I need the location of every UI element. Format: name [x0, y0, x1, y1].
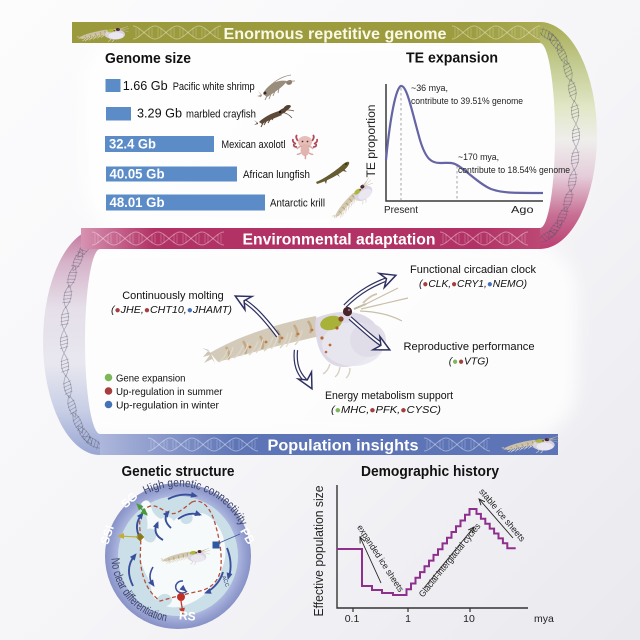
svg-text:Genetic structure: Genetic structure	[122, 463, 235, 480]
svg-text:ACC: ACC	[220, 575, 230, 588]
svg-text:Present: Present	[384, 204, 418, 216]
svg-text:Antarctic krill: Antarctic krill	[270, 198, 325, 210]
svg-text:Reproductive performance: Reproductive performance	[404, 341, 535, 353]
svg-text:(●JHE,●CHT10,●JHAMT): (●JHE,●CHT10,●JHAMT)	[111, 304, 232, 316]
svg-text:Up-regulation in summer: Up-regulation in summer	[116, 386, 223, 398]
svg-text:~36 mya,: ~36 mya,	[411, 83, 448, 94]
svg-text:Energy metabolism support: Energy metabolism support	[325, 390, 453, 402]
svg-text:Mexican axolotl: Mexican axolotl	[221, 139, 285, 151]
svg-text:mya: mya	[534, 613, 554, 625]
svg-text:African lungfish: African lungfish	[243, 169, 310, 181]
svg-text:Gene expansion: Gene expansion	[116, 373, 186, 385]
svg-text:1: 1	[405, 613, 411, 625]
svg-text:48.01 Gb: 48.01 Gb	[110, 195, 165, 210]
svg-text:(●CLK,●CRY1,●NEMO): (●CLK,●CRY1,●NEMO)	[419, 278, 527, 290]
svg-text:Enormous repetitive genome: Enormous repetitive genome	[224, 26, 447, 43]
svg-text:(●●VTG): (●●VTG)	[449, 356, 489, 368]
svg-text:Up-regulation in winter: Up-regulation in winter	[116, 400, 219, 412]
svg-text:TE expansion: TE expansion	[406, 50, 498, 67]
svg-text:Functional circadian clock: Functional circadian clock	[410, 264, 536, 276]
svg-text:Environmental adaptation: Environmental adaptation	[243, 231, 436, 248]
svg-text:1.66 Gb: 1.66 Gb	[123, 78, 168, 93]
svg-text:3.29 Gb: 3.29 Gb	[137, 106, 182, 121]
svg-text:Continuously molting: Continuously molting	[122, 290, 224, 302]
svg-text:TE proportion: TE proportion	[366, 105, 378, 178]
svg-text:~170 mya,: ~170 mya,	[458, 152, 499, 163]
svg-text:Population insights: Population insights	[268, 437, 419, 454]
svg-text:Effective population size: Effective population size	[312, 485, 326, 616]
svg-text:(●MHC,●PFK,●CYSC): (●MHC,●PFK,●CYSC)	[331, 404, 441, 416]
svg-text:40.05 Gb: 40.05 Gb	[110, 167, 165, 182]
svg-text:contribute to 18.54% genome: contribute to 18.54% genome	[458, 165, 570, 176]
svg-text:Pacific white shrimp: Pacific white shrimp	[173, 81, 255, 93]
svg-text:Genome size: Genome size	[105, 50, 191, 67]
svg-text:RS: RS	[178, 608, 196, 623]
svg-text:10: 10	[463, 613, 475, 625]
svg-text:32.4 Gb: 32.4 Gb	[109, 137, 156, 152]
svg-text:marbled crayfish: marbled crayfish	[186, 109, 256, 121]
svg-text:SSI: SSI	[98, 523, 117, 546]
svg-text:contribute to 39.51% genome: contribute to 39.51% genome	[411, 96, 523, 107]
svg-text:0.1: 0.1	[345, 613, 360, 625]
svg-text:Demographic history: Demographic history	[361, 463, 500, 480]
svg-text:Ago: Ago	[511, 204, 534, 216]
